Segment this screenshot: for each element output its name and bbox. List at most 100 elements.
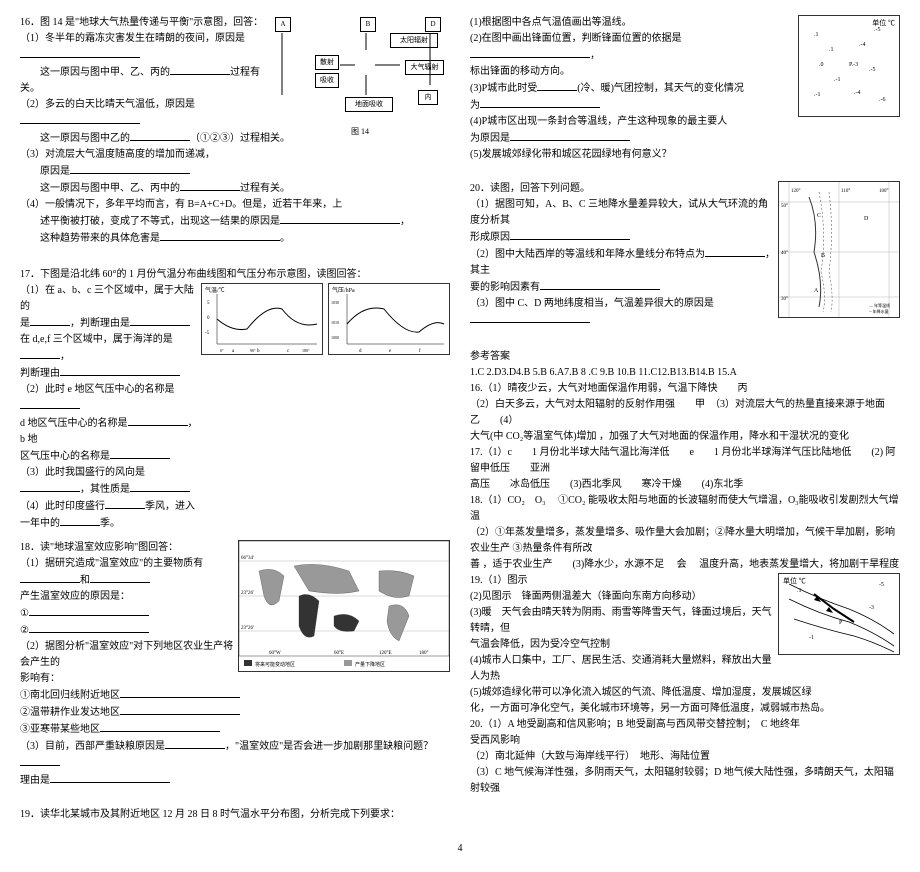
answer-map: 单位 ℃ -5.1 P-3 -1 [778,573,900,655]
r7: 为原因是 [470,130,900,147]
svg-text:.1: .1 [797,588,802,594]
q17-p9: （4）此时印度盛行季风，进入一年中的季。 [20,498,201,532]
q17-p7: 区气压中心的名称是 [20,448,201,465]
svg-text:5: 5 [207,301,210,306]
svg-text:1030: 1030 [331,300,339,305]
svg-text:.1: .1 [829,47,834,53]
page-number: 4 [20,841,900,857]
world-map-18: 66°34' 23°26' 23°26' 60°W 60°E 120°E 180° 将… [238,540,450,672]
svg-text:90°: 90° [250,348,256,353]
chart1-ylabel: 气温/℃ [205,286,225,294]
ans-line1: 1.C 2.D3.D4.B 5.B 6.A7.B 8 .C 9.B 10.B 1… [470,365,900,381]
question-16: A B D 太阳辐射 散射 吸收 大气辐射 地面吸收 内 图 14 [20,15,450,247]
ans-18-3: 善 ，适于农业生产 (3)降水少，水源不足 会 温度升高，地表蒸发量增大，将加剧… [470,557,900,573]
svg-text:23°26': 23°26' [241,591,254,596]
q16-p4c: 这种趋势带来的具体危害是。 [20,230,450,247]
svg-text:-- 年降水量: -- 年降水量 [869,308,889,314]
ans-20-3: （2）南北延伸（大致与海岸线平行） 地形、海陆位置 [470,749,900,765]
svg-text:.-5: .-5 [869,67,876,73]
q16-p3a: （3）对流层大气温度随高度的增加而递减， [20,147,450,163]
diagram-caption: 图 14 [270,126,450,139]
svg-text:-3: -3 [869,605,874,611]
ans-19-7: 化，一方面可净化空气，美化城市环境等，另一方面可降低温度，减弱城市热岛。 [470,701,900,717]
r8: (5)发展城郊绿化带和城区花园绿地有何意义？ [470,147,900,163]
left-column: A B D 太阳辐射 散射 吸收 大气辐射 地面吸收 内 图 14 [20,15,450,831]
q17-p4: 判断理由 [20,365,201,382]
svg-text:B: B [821,253,825,259]
ans-map-unit: 单位 ℃ [783,576,806,587]
svg-text:60°W: 60°W [269,651,281,656]
ans-18-2: （2）①年蒸发量增多，蒸发量增多、吸作量大会加剧；②降水量大明增加，气候干旱加剧… [470,525,900,557]
svg-text:66°34': 66°34' [241,556,254,561]
svg-text:30°: 30° [781,297,788,302]
svg-text:-1: -1 [809,635,814,641]
svg-text:a: a [232,349,235,354]
q18-p7: ①南北回归线附近地区 [20,687,450,704]
q16-p4b: 述平衡被打破，变成了不等式，出现这一结果的原因是， [20,213,450,230]
question-18: 66°34' 23°26' 23°26' 60°W 60°E 120°E 180° 将… [20,540,450,789]
svg-text:D: D [864,216,869,222]
svg-text:1010: 1010 [331,320,339,325]
legend-2: 产量下降地区 [355,661,385,668]
svg-text:40°: 40° [781,251,788,256]
q17-p5: （2）此时 e 地区气压中心的名称是 [20,382,201,415]
question-20: 120°110°100° 50°40°30° AB CD — 年等温线 -- 年… [470,181,900,329]
diagram-16: A B D 太阳辐射 散射 吸收 大气辐射 地面吸收 内 图 14 [270,15,450,125]
diagram-arrows [270,15,450,125]
svg-text:.-1: .-1 [814,92,821,98]
q18-p9: ③亚寒带某些地区 [20,721,450,738]
svg-text:— 年等温线: — 年等温线 [868,302,890,308]
svg-text:120°E: 120°E [379,651,392,656]
pressure-chart: 气压/hPa def 103010101000 [328,283,450,355]
svg-text:0: 0 [207,316,210,321]
svg-text:110°: 110° [841,189,850,194]
q18-p11: 理由是 [20,772,450,789]
ans-16-3: 大气(中 CO₂等温室气体)增加 ，加强了大气对地面的保温作用，降水和干湿状况的… [470,429,900,445]
q17-p2: 是，判断理由是 [20,315,201,332]
charts-17: 气温/℃ abc 50-5 0°90°180° 气压/hPa [201,283,450,532]
question-19: 19．读华北某城市及其附近地区 12 月 28 日 8 时气温水平分布图，分析完… [20,807,450,823]
ans-17-1: 17.（1）c 1 月份北半球大陆气温比海洋低 e 1 月份北半球海洋气压比陆地… [470,445,900,477]
svg-text:.-1: .-1 [834,77,841,83]
ans-17-2: 高压 冰岛低压 (3)西北季风 寒冷干燥 (4)东北季 [470,477,900,493]
temp-chart: 气温/℃ abc 50-5 0°90°180° [201,283,323,355]
svg-text:100°: 100° [879,189,889,194]
q16-p3c: 这一原因与图中甲、乙、丙中的过程有关。 [20,180,450,197]
map-unit: 单位 ℃ [872,18,895,29]
ans-16-2: （2）白天多云，大气对太阳辐射的反射作用强 甲 （3）对流层大气的热量直接来源于… [470,397,900,429]
q18-p10: （3）目前，西部严重缺粮原因是，"温室效应"是否会进一步加剧那里缺粮问题？ [20,738,450,772]
svg-text:0°: 0° [220,348,224,353]
svg-text:b: b [257,349,260,354]
chart2-ylabel: 气压/hPa [332,286,355,294]
svg-text:P: P [839,620,843,626]
ans-19-6: (5)城郊造绿化带可以净化流入城区的气流、降低温度、增加湿度，发展城区绿 [470,685,900,701]
q16-p3b: 原因是 [20,163,450,180]
svg-text:C: C [817,213,821,219]
legend-1: 将来可能变动地区 [255,661,295,668]
q16-p4a: （4）一般情况下，多年平均而言，有 B=A+C+D。但是，近若干年来，上 [20,197,450,213]
svg-text:.-4: .-4 [859,42,866,48]
ans-title: 参考答案 [470,349,900,365]
q17-p1: （1）在 a、b、c 三个区域中，属于大陆的 [20,283,201,315]
answers: 参考答案 1.C 2.D3.D4.B 5.B 6.A7.B 8 .C 9.B 1… [470,349,900,797]
svg-text:.-6: .-6 [879,97,886,103]
svg-text:f: f [419,349,421,354]
q17-title: 17．下图是沿北纬 60°的 1 月份气温分布曲线图和气压分布示意图，读图回答： [20,267,450,283]
svg-text:d: d [359,349,362,354]
svg-text:23°26': 23°26' [241,626,254,631]
map-20: 120°110°100° 50°40°30° AB CD — 年等温线 -- 年… [778,181,900,318]
ans-19-5: (4)城市人口集中，工厂、居民生活、交通消耗大量燃料，释放出大量人为热 [470,653,900,685]
q19-title: 19．读华北某城市及其附近地区 12 月 28 日 8 时气温水平分布图，分析完… [20,807,450,823]
svg-text:1000: 1000 [331,335,339,340]
question-19-cont: 单位 ℃ .1.-5 .1.-4 .0P.-3 .-5.-1 .-1.-4 .-… [470,15,900,163]
svg-text:60°E: 60°E [334,651,344,656]
svg-text:180°: 180° [302,348,310,353]
question-17: 17．下图是沿北纬 60°的 1 月份气温分布曲线图和气压分布示意图，读图回答：… [20,267,450,532]
svg-text:.-4: .-4 [854,90,861,96]
ans-20-1: 20.（1）A 地受副高和信风影响；B 地受副高与西风带交替控制； C 地终年 [470,717,900,733]
right-column: 单位 ℃ .1.-5 .1.-4 .0P.-3 .-5.-1 .-1.-4 .-… [470,15,900,831]
svg-text:180°: 180° [419,651,429,656]
svg-text:.1: .1 [814,32,819,38]
svg-text:-5: -5 [205,331,210,336]
q17-p6: d 地区气压中心的名称是，b 地 [20,415,201,448]
